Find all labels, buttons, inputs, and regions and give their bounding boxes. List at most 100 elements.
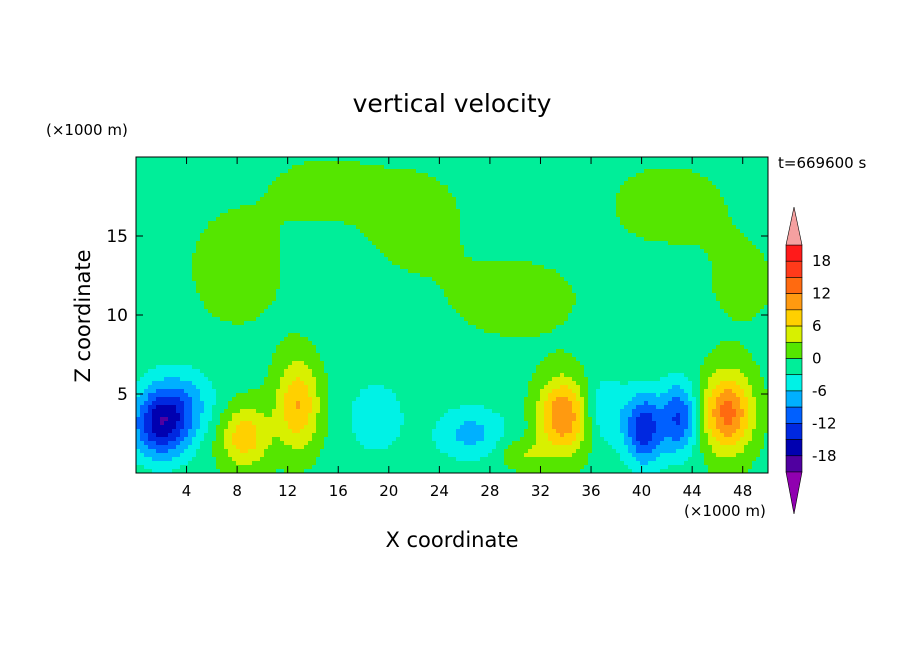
field-cell: [348, 189, 352, 193]
field-cell: [348, 381, 352, 385]
field-cell: [188, 309, 192, 313]
field-cell: [220, 397, 224, 401]
field-cell: [284, 369, 288, 373]
field-cell: [240, 317, 244, 321]
field-cell: [172, 373, 176, 377]
field-cell: [368, 233, 372, 237]
field-cell: [208, 461, 212, 465]
field-cell: [160, 201, 164, 205]
field-cell: [300, 397, 304, 401]
field-cell: [148, 373, 152, 377]
field-cell: [316, 453, 320, 457]
field-cell: [260, 341, 264, 345]
field-cell: [284, 333, 288, 337]
field-cell: [300, 449, 304, 453]
field-cell: [224, 253, 228, 257]
field-cell: [296, 429, 300, 433]
field-cell: [340, 181, 344, 185]
field-cell: [308, 233, 312, 237]
field-cell: [232, 369, 236, 373]
field-cell: [324, 213, 328, 217]
field-cell: [144, 437, 148, 441]
field-cell: [252, 341, 256, 345]
field-cell: [244, 197, 248, 201]
field-cell: [156, 225, 160, 229]
field-cell: [196, 369, 200, 373]
field-cell: [372, 205, 376, 209]
field-cell: [340, 205, 344, 209]
field-cell: [316, 361, 320, 365]
field-cell: [288, 225, 292, 229]
field-cell: [148, 157, 152, 161]
field-cell: [360, 209, 364, 213]
field-cell: [296, 385, 300, 389]
field-cell: [164, 245, 168, 249]
field-cell: [236, 193, 240, 197]
field-cell: [168, 161, 172, 165]
field-cell: [176, 201, 180, 205]
field-cell: [232, 189, 236, 193]
field-cell: [172, 409, 176, 413]
field-cell: [136, 309, 140, 313]
field-cell: [144, 373, 148, 377]
field-cell: [144, 425, 148, 429]
field-cell: [256, 381, 260, 385]
field-cell: [380, 457, 384, 461]
field-cell: [224, 277, 228, 281]
field-cell: [220, 309, 224, 313]
field-cell: [380, 201, 384, 205]
field-cell: [304, 225, 308, 229]
field-cell: [348, 453, 352, 457]
field-cell: [192, 193, 196, 197]
field-cell: [248, 329, 252, 333]
field-cell: [252, 345, 256, 349]
field-cell: [304, 381, 308, 385]
field-cell: [292, 265, 296, 269]
field-cell: [272, 197, 276, 201]
field-cell: [312, 293, 316, 297]
field-cell: [212, 165, 216, 169]
field-cell: [184, 381, 188, 385]
field-cell: [276, 417, 280, 421]
field-cell: [236, 293, 240, 297]
field-cell: [192, 429, 196, 433]
field-cell: [252, 245, 256, 249]
field-cell: [216, 297, 220, 301]
field-cell: [208, 317, 212, 321]
field-cell: [248, 249, 252, 253]
field-cell: [292, 193, 296, 197]
field-cell: [332, 245, 336, 249]
field-cell: [176, 209, 180, 213]
field-cell: [352, 413, 356, 417]
field-cell: [264, 209, 268, 213]
field-cell: [352, 357, 356, 361]
field-cell: [216, 441, 220, 445]
field-cell: [144, 333, 148, 337]
field-cell: [344, 249, 348, 253]
field-cell: [168, 169, 172, 173]
field-cell: [300, 349, 304, 353]
field-cell: [276, 217, 280, 221]
field-cell: [164, 401, 168, 405]
field-cell: [252, 249, 256, 253]
field-cell: [220, 449, 224, 453]
field-cell: [292, 213, 296, 217]
field-cell: [368, 381, 372, 385]
field-cell: [148, 385, 152, 389]
field-cell: [240, 237, 244, 241]
field-cell: [332, 253, 336, 257]
field-cell: [316, 353, 320, 357]
field-cell: [292, 225, 296, 229]
field-cell: [328, 401, 332, 405]
field-cell: [288, 221, 292, 225]
field-cell: [340, 273, 344, 277]
field-cell: [204, 185, 208, 189]
field-cell: [356, 269, 360, 273]
field-cell: [240, 277, 244, 281]
field-cell: [212, 197, 216, 201]
field-cell: [208, 373, 212, 377]
field-cell: [152, 445, 156, 449]
field-cell: [360, 453, 364, 457]
field-cell: [352, 201, 356, 205]
field-cell: [320, 181, 324, 185]
